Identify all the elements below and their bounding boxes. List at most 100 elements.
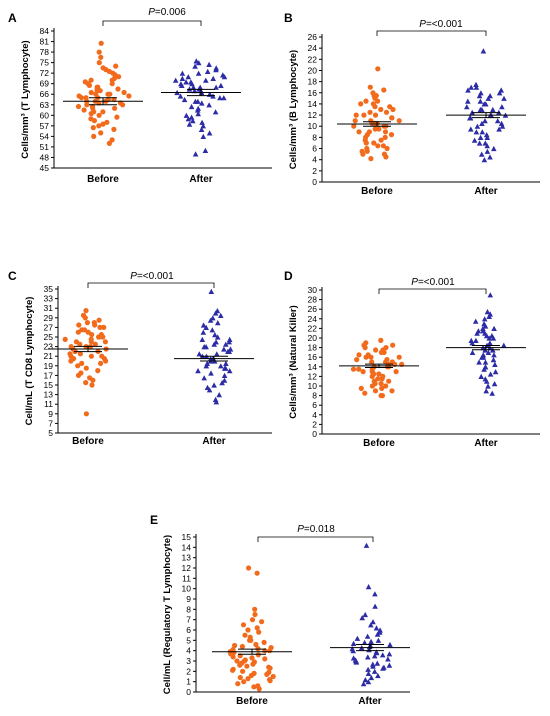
data-point-after <box>216 392 222 398</box>
y-tick-label: 72 <box>40 68 50 78</box>
data-point-after <box>188 103 195 110</box>
y-tick-label: 69 <box>40 79 50 89</box>
data-point-before <box>351 123 357 129</box>
data-point-before <box>270 673 276 680</box>
data-point-after <box>214 308 221 314</box>
data-point-before <box>370 90 376 96</box>
data-point-after <box>204 68 211 74</box>
data-point-after <box>213 84 219 90</box>
y-tick-label: 8 <box>312 391 317 401</box>
data-point-after <box>467 115 473 121</box>
data-point-before <box>79 360 85 366</box>
data-point-before <box>109 137 115 143</box>
x-category-label: After <box>202 436 225 447</box>
data-point-before <box>383 109 390 115</box>
data-point-before <box>384 357 390 363</box>
data-point-after <box>221 372 228 378</box>
data-point-after <box>200 133 207 139</box>
data-point-after <box>203 344 209 350</box>
data-point-after <box>363 542 370 548</box>
data-point-before <box>75 363 81 369</box>
data-point-after <box>381 664 387 670</box>
data-point-before <box>239 643 245 650</box>
data-point-after <box>190 118 196 124</box>
data-point-after <box>221 377 228 383</box>
data-point-after <box>200 123 206 129</box>
y-axis-label: Cell/mL (Regulatory T Lymphocyte) <box>162 535 173 694</box>
data-point-after <box>350 655 357 661</box>
data-point-before <box>91 320 97 326</box>
data-point-before <box>106 140 112 146</box>
data-point-before <box>388 132 395 138</box>
data-point-before <box>387 104 393 110</box>
data-point-after <box>200 329 207 335</box>
data-point-after <box>172 77 179 83</box>
data-point-after <box>499 104 505 110</box>
data-point-after <box>372 603 378 609</box>
data-point-before <box>373 347 379 353</box>
data-point-after <box>360 681 367 687</box>
data-point-before <box>85 329 91 335</box>
data-point-after <box>377 627 383 633</box>
data-point-after <box>203 77 209 83</box>
y-tick-label: 60 <box>40 110 50 120</box>
data-point-after <box>364 633 371 639</box>
y-tick-label: 10 <box>308 121 318 131</box>
data-point-before <box>371 140 377 146</box>
panel-letter: B <box>284 11 293 25</box>
data-point-after <box>482 140 489 146</box>
data-point-after <box>212 332 218 338</box>
y-tick-label: 21 <box>44 351 54 361</box>
data-point-before <box>378 381 384 387</box>
data-point-before <box>367 84 373 90</box>
y-tick-label: 5 <box>48 428 53 438</box>
y-tick-label: 51 <box>40 142 50 152</box>
data-point-before <box>126 93 132 99</box>
data-point-before <box>104 119 110 125</box>
data-point-after <box>204 384 211 390</box>
data-point-after <box>223 360 229 366</box>
data-point-after <box>177 93 184 99</box>
panel-letter: D <box>284 269 293 283</box>
data-point-before <box>358 101 364 107</box>
y-tick-label: 14 <box>182 542 192 552</box>
x-category-label: After <box>474 186 497 197</box>
x-category-label: After <box>189 174 212 185</box>
data-point-after <box>223 341 229 347</box>
data-point-before <box>372 126 378 132</box>
data-point-before <box>252 611 258 618</box>
data-point-after <box>480 352 487 358</box>
y-tick-label: 11 <box>44 399 53 409</box>
y-axis-label: Cells/mm³ (Natural Killer) <box>288 305 299 419</box>
data-point-after <box>221 346 227 352</box>
data-point-before <box>352 118 358 124</box>
y-tick-label: 14 <box>308 362 318 372</box>
data-point-after <box>365 679 372 685</box>
y-tick-label: 66 <box>40 89 50 99</box>
data-point-after <box>199 100 205 106</box>
data-point-after <box>379 652 386 658</box>
data-point-before <box>113 63 119 69</box>
data-point-after <box>481 316 488 322</box>
data-point-after <box>181 96 188 103</box>
data-point-before <box>383 345 389 351</box>
data-point-after <box>472 318 479 324</box>
data-point-after <box>371 653 378 659</box>
data-point-before <box>97 324 103 330</box>
data-point-after <box>212 396 219 402</box>
data-point-before <box>251 659 257 665</box>
y-tick-label: 81 <box>40 37 50 47</box>
data-point-before <box>111 126 117 132</box>
data-point-after <box>201 375 207 381</box>
data-point-before <box>83 411 89 417</box>
y-tick-label: 24 <box>308 314 318 324</box>
data-point-after <box>215 320 221 326</box>
data-point-before <box>376 126 382 132</box>
data-point-after <box>195 70 202 76</box>
data-point-before <box>77 351 83 357</box>
data-point-after <box>195 98 201 104</box>
data-point-after <box>477 134 484 140</box>
data-point-after <box>195 111 201 117</box>
data-point-before <box>88 116 94 122</box>
